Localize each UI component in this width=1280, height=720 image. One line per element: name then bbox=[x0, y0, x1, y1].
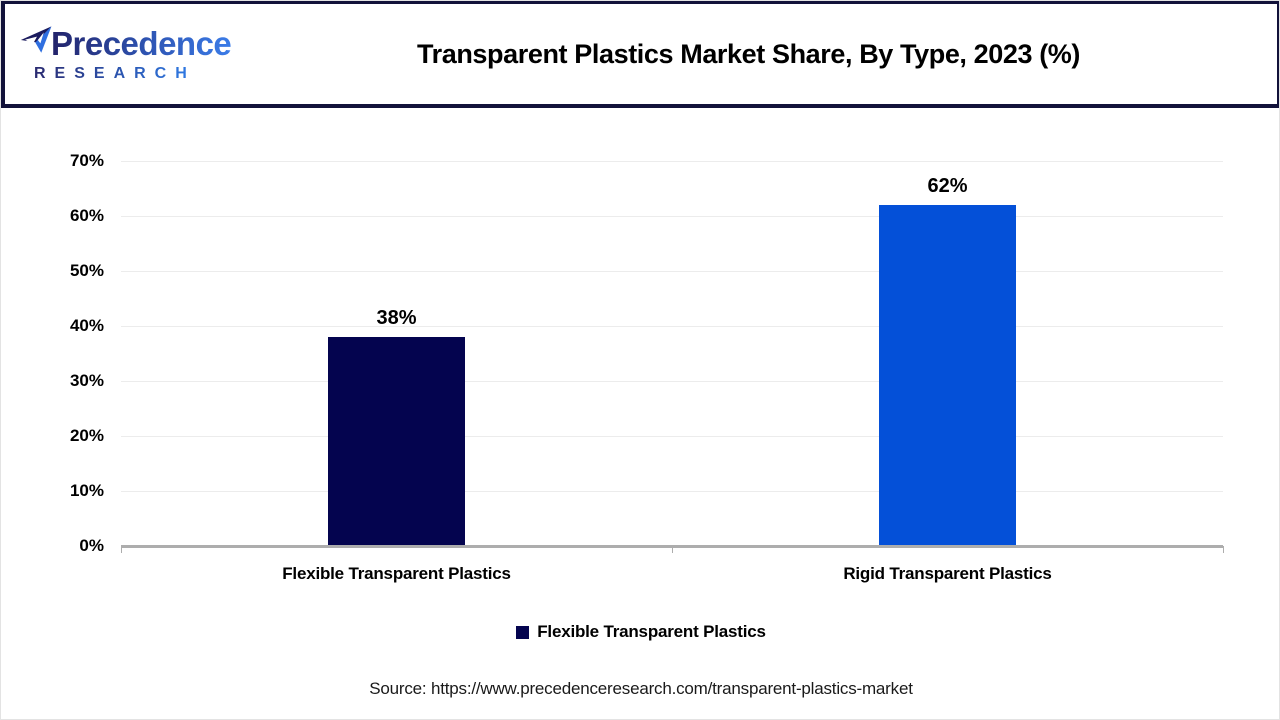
gridline-70 bbox=[121, 161, 1223, 162]
gridline-20 bbox=[121, 436, 1223, 437]
bar-value-label: 38% bbox=[376, 307, 417, 329]
bar-value-label: 62% bbox=[927, 175, 968, 197]
brand-name: Precedence bbox=[51, 25, 232, 62]
brand-logo: Precedence RESEARCH bbox=[5, 4, 232, 104]
y-axis-tick-label: 0% bbox=[79, 536, 104, 555]
legend-item-flexible-transparent-plastics: Flexible Transparent Plastics bbox=[516, 622, 766, 642]
y-axis-tick-label: 50% bbox=[69, 261, 104, 280]
chart-legend: Flexible Transparent Plastics bbox=[1, 622, 1279, 642]
legend-swatch-icon bbox=[516, 625, 530, 639]
y-axis-tick-label: 40% bbox=[69, 316, 104, 335]
gridline-40 bbox=[121, 326, 1223, 327]
y-axis-tick-label: 10% bbox=[69, 481, 104, 500]
x-axis-tick bbox=[1223, 546, 1224, 553]
legend-label: Flexible Transparent Plastics bbox=[537, 622, 766, 641]
gridline-60 bbox=[121, 216, 1223, 217]
source-citation: Source: https://www.precedenceresearch.c… bbox=[369, 679, 913, 698]
y-axis-tick-label: 30% bbox=[69, 371, 104, 390]
bar-rigid-transparent-plastics bbox=[879, 205, 1016, 546]
gridline-30 bbox=[121, 381, 1223, 382]
gridline-50 bbox=[121, 271, 1223, 272]
gridline-10 bbox=[121, 491, 1223, 492]
bar-flexible-transparent-plastics bbox=[328, 337, 465, 546]
chart-title: Transparent Plastics Market Share, By Ty… bbox=[417, 38, 1080, 69]
x-axis-tick bbox=[672, 546, 673, 553]
header: Precedence RESEARCH Transparent Plastics… bbox=[1, 1, 1279, 108]
x-axis-label-flexible-transparent-plastics: Flexible Transparent Plastics bbox=[282, 564, 511, 583]
y-axis-tick-label: 20% bbox=[69, 426, 104, 445]
paper-plane-icon bbox=[20, 26, 52, 53]
title-area: Transparent Plastics Market Share, By Ty… bbox=[220, 4, 1277, 104]
y-axis-tick-label: 60% bbox=[69, 206, 104, 225]
y-axis-tick-label: 70% bbox=[69, 151, 104, 170]
x-axis-tick bbox=[121, 546, 122, 553]
x-axis-label-rigid-transparent-plastics: Rigid Transparent Plastics bbox=[843, 564, 1052, 583]
brand-subtitle: RESEARCH bbox=[34, 65, 196, 82]
